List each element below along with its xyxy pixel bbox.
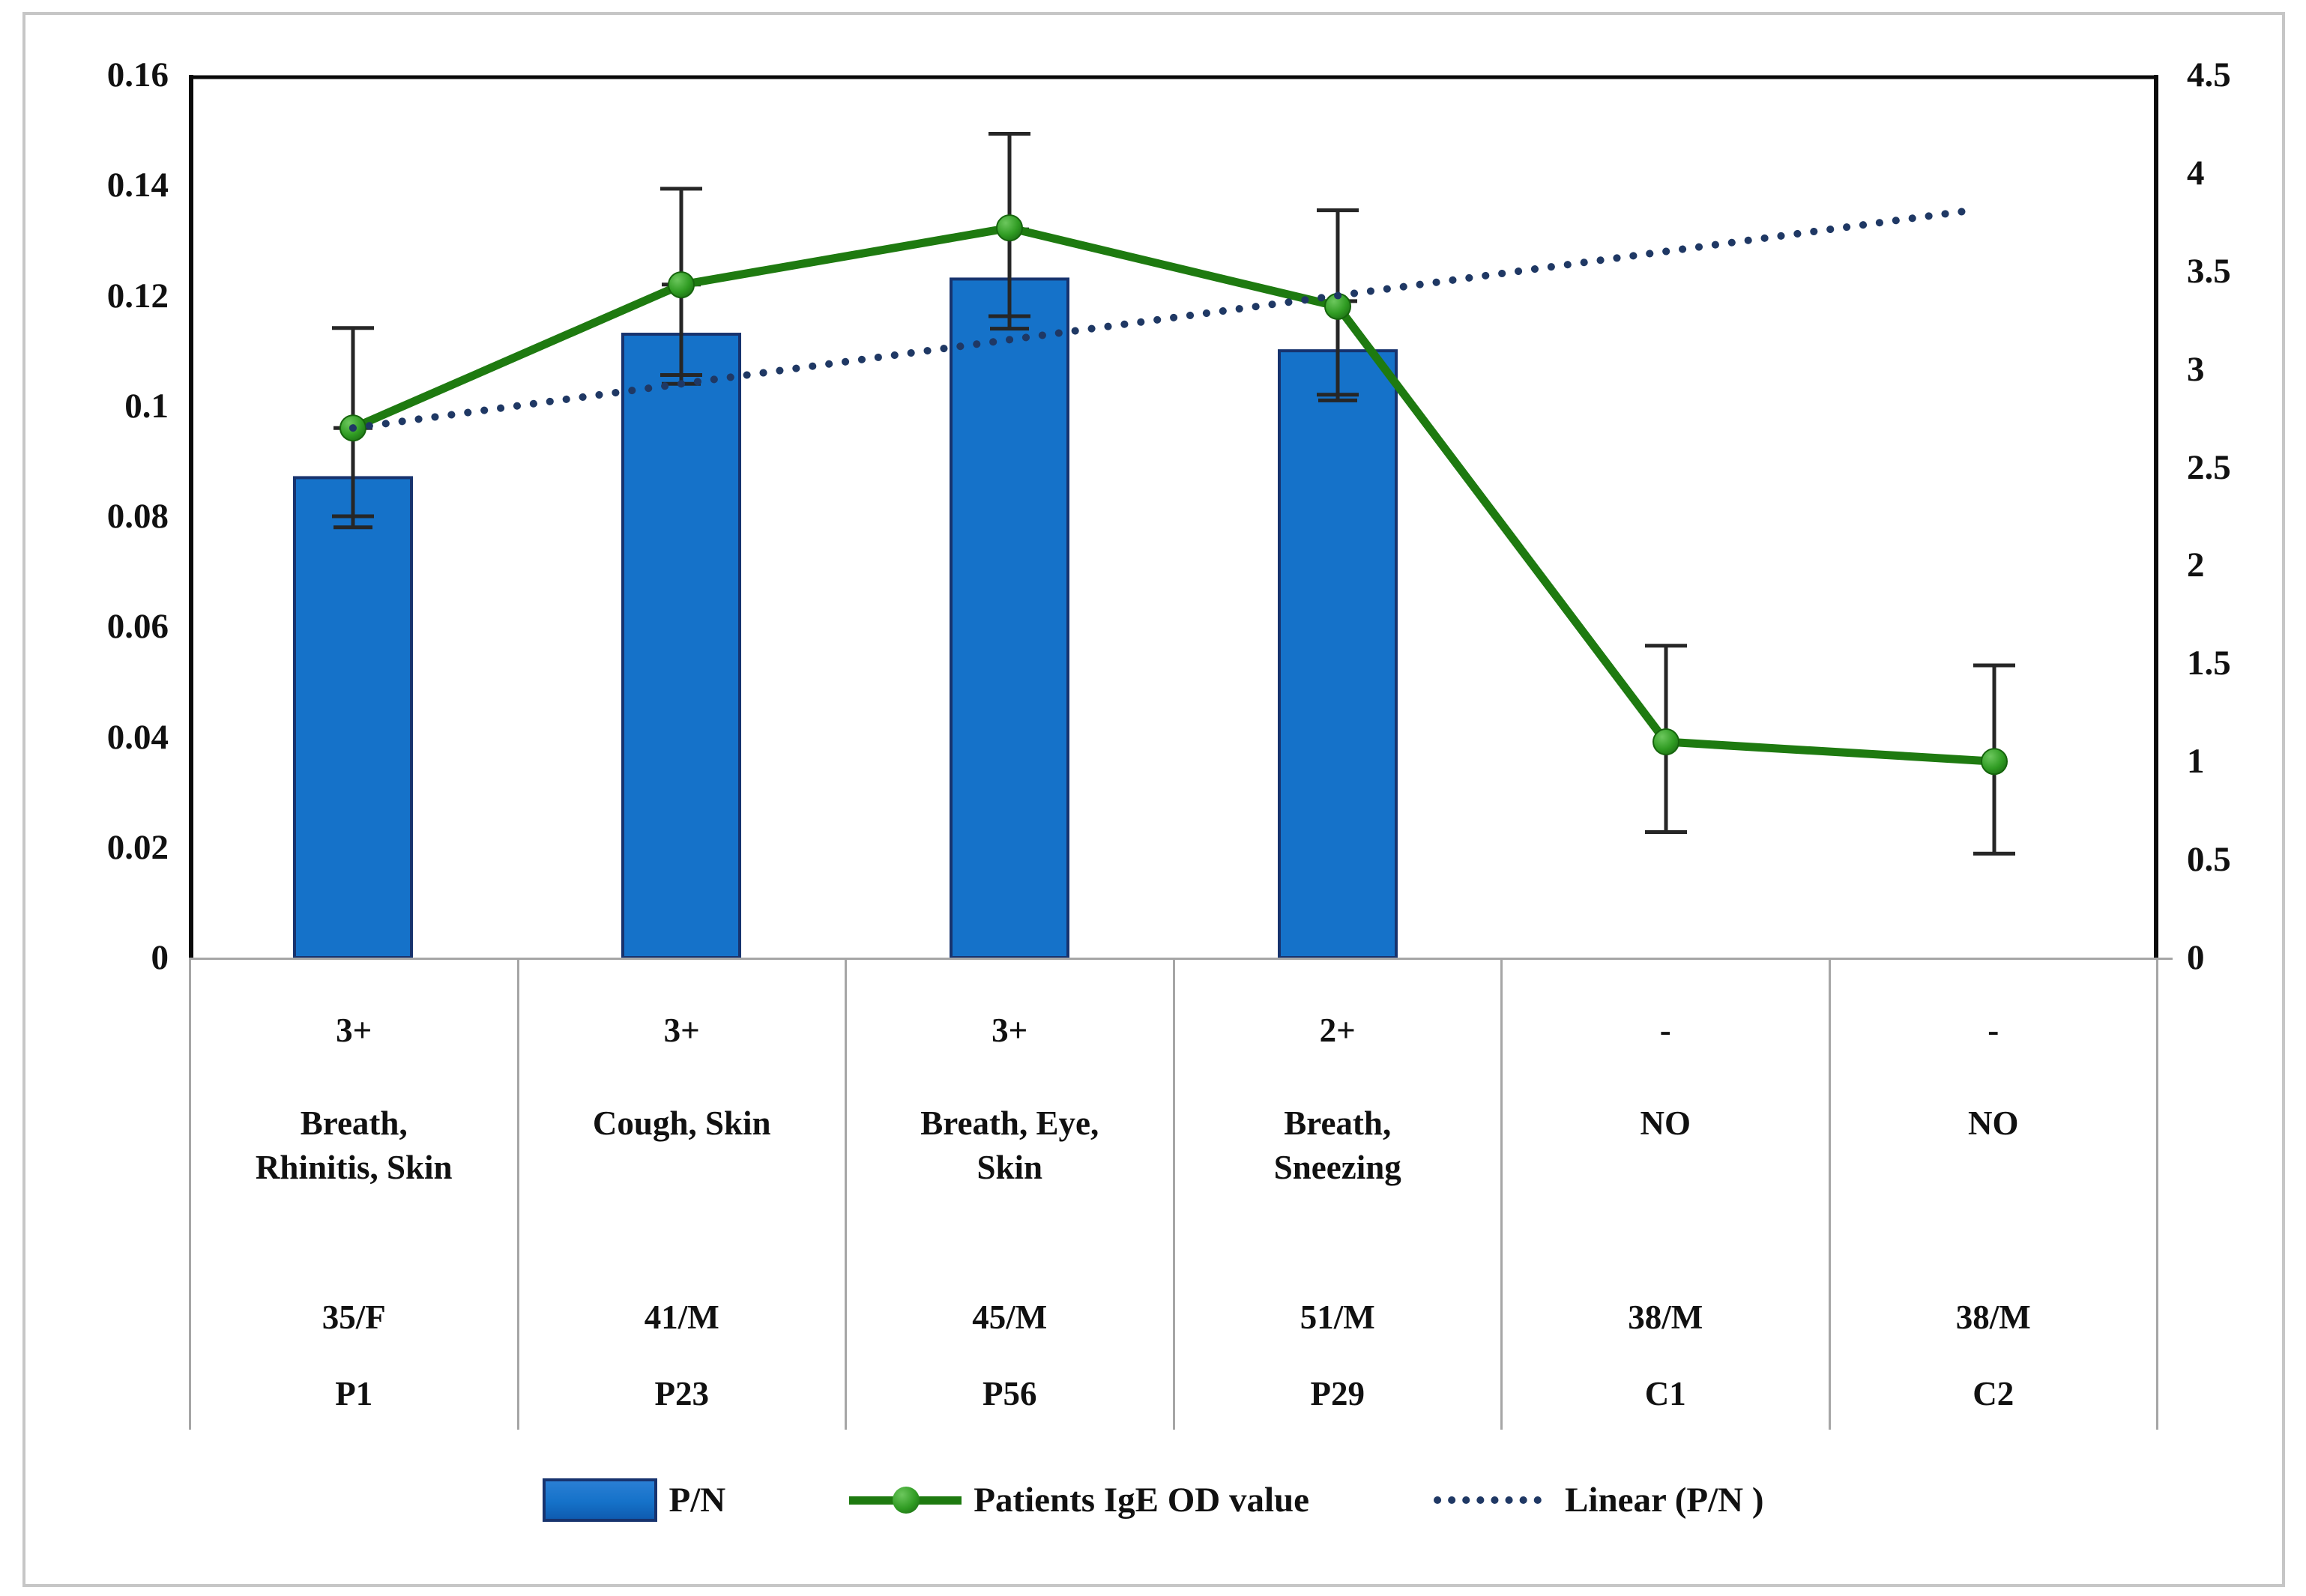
skin-test-grade-cell: 2+ (1319, 1011, 1356, 1049)
left-axis-tick-0.04: 0.04 (106, 717, 169, 757)
plot-area (189, 75, 2158, 958)
right-axis-tick-0.5: 0.5 (2187, 840, 2231, 880)
left-axis-tick-0.1: 0.1 (124, 386, 169, 426)
ige-markers (339, 214, 2008, 776)
skin-test-grade-cell: - (1987, 1011, 1999, 1049)
legend-item-linear: Linear (P/N ) (1433, 1480, 1763, 1520)
dotted-line-icon (1434, 1496, 1554, 1504)
right-axis-tick-1: 1 (2187, 742, 2205, 782)
subject-id-cell: P56 (983, 1375, 1037, 1413)
subject-id-cell: C2 (1973, 1375, 2014, 1413)
ige-line (351, 223, 1995, 766)
legend-item-pn: P/N (542, 1478, 726, 1522)
age-sex-cell: 41/M (644, 1298, 719, 1336)
chart-canvas (189, 75, 2158, 958)
category-column-C2: - NO 38/M C2 (1828, 959, 2158, 1430)
right-axis-tick-3.5: 3.5 (2187, 251, 2231, 291)
symptoms-cell: NO (1968, 1104, 2019, 1142)
symptoms-cell: Breath, Rhinitis, Skin (255, 1104, 453, 1186)
skin-test-grade-cell: 3+ (991, 1011, 1028, 1049)
right-axis-tick-4: 4 (2187, 153, 2205, 193)
left-axis-tick-0.02: 0.02 (106, 827, 169, 867)
category-column-C1: - NO 38/M C1 (1500, 959, 1829, 1430)
symptoms-cell: NO (1640, 1104, 1691, 1142)
left-axis-ticks: 0.16 0.14 0.12 0.1 0.08 0.06 0.04 0.02 0 (41, 0, 169, 1596)
age-sex-cell: 38/M (1628, 1298, 1703, 1336)
x-axis-baseline (189, 958, 2173, 960)
legend: P/N Patients IgE OD value Linear (P/N ) (0, 1463, 2306, 1538)
legend-label: Patients IgE OD value (974, 1481, 1310, 1520)
category-table: 3+ Breath, Rhinitis, Skin 35/F P1 3+ Cough, S… (189, 959, 2158, 1430)
legend-label: Linear (P/N ) (1565, 1481, 1764, 1520)
left-axis-tick-0.06: 0.06 (106, 607, 169, 647)
left-axis-tick-0.12: 0.12 (106, 276, 169, 315)
right-axis-tick-2.5: 2.5 (2187, 447, 2231, 487)
left-axis-tick-0.08: 0.08 (106, 497, 169, 536)
right-axis-tick-1.5: 1.5 (2187, 644, 2231, 683)
age-sex-cell: 45/M (972, 1298, 1048, 1336)
left-axis-tick-0.14: 0.14 (106, 166, 169, 205)
symptoms-cell: Breath, Sneezing (1273, 1104, 1401, 1186)
symptoms-cell: Cough, Skin (592, 1104, 771, 1142)
category-column-P1: 3+ Breath, Rhinitis, Skin 35/F P1 (189, 959, 517, 1430)
subject-id-cell: C1 (1644, 1375, 1686, 1413)
bar-swatch-icon (542, 1478, 657, 1522)
symptoms-cell: Breath, Eye, Skin (920, 1104, 1099, 1186)
marker-P23 (668, 271, 695, 299)
marker-C1 (1652, 728, 1679, 756)
right-axis-tick-0: 0 (2187, 938, 2205, 977)
bar-P29 (1278, 349, 1398, 958)
skin-test-grade-cell: 3+ (663, 1011, 700, 1049)
bar-series (293, 277, 1398, 958)
subject-id-cell: P23 (654, 1375, 710, 1413)
right-axis-ticks: 4.5 4 3.5 3 2.5 2 1.5 1 0.5 0 (2187, 0, 2306, 1596)
legend-item-ige: Patients IgE OD value (849, 1480, 1309, 1520)
subject-id-cell: P29 (1310, 1375, 1365, 1413)
bar-P56 (950, 277, 1069, 958)
plot-border (189, 75, 2158, 958)
bar-P23 (621, 333, 741, 958)
line-marker-icon (849, 1485, 962, 1515)
bar-P1 (293, 476, 413, 958)
right-axis-tick-3: 3 (2187, 349, 2205, 389)
category-column-P29: 2+ Breath, Sneezing 51/M P29 (1172, 959, 1501, 1430)
skin-test-grade-cell: 3+ (336, 1011, 372, 1049)
left-axis-tick-0.16: 0.16 (106, 55, 169, 94)
category-column-P56: 3+ Breath, Eye, Skin 45/M P56 (845, 959, 1173, 1430)
legend-label: P/N (668, 1481, 726, 1520)
age-sex-cell: 38/M (1955, 1298, 2031, 1336)
skin-test-grade-cell: - (1659, 1011, 1671, 1049)
age-sex-cell: 35/F (322, 1298, 386, 1336)
left-axis-tick-0: 0 (151, 938, 169, 977)
subject-id-cell: P1 (335, 1375, 373, 1413)
age-sex-cell: 51/M (1300, 1298, 1375, 1336)
right-axis-tick-4.5: 4.5 (2187, 55, 2231, 94)
marker-P56 (996, 214, 1023, 242)
marker-C2 (1981, 748, 2008, 776)
right-axis-tick-2: 2 (2187, 545, 2205, 585)
category-column-P23: 3+ Cough, Skin 41/M P23 (516, 959, 845, 1430)
